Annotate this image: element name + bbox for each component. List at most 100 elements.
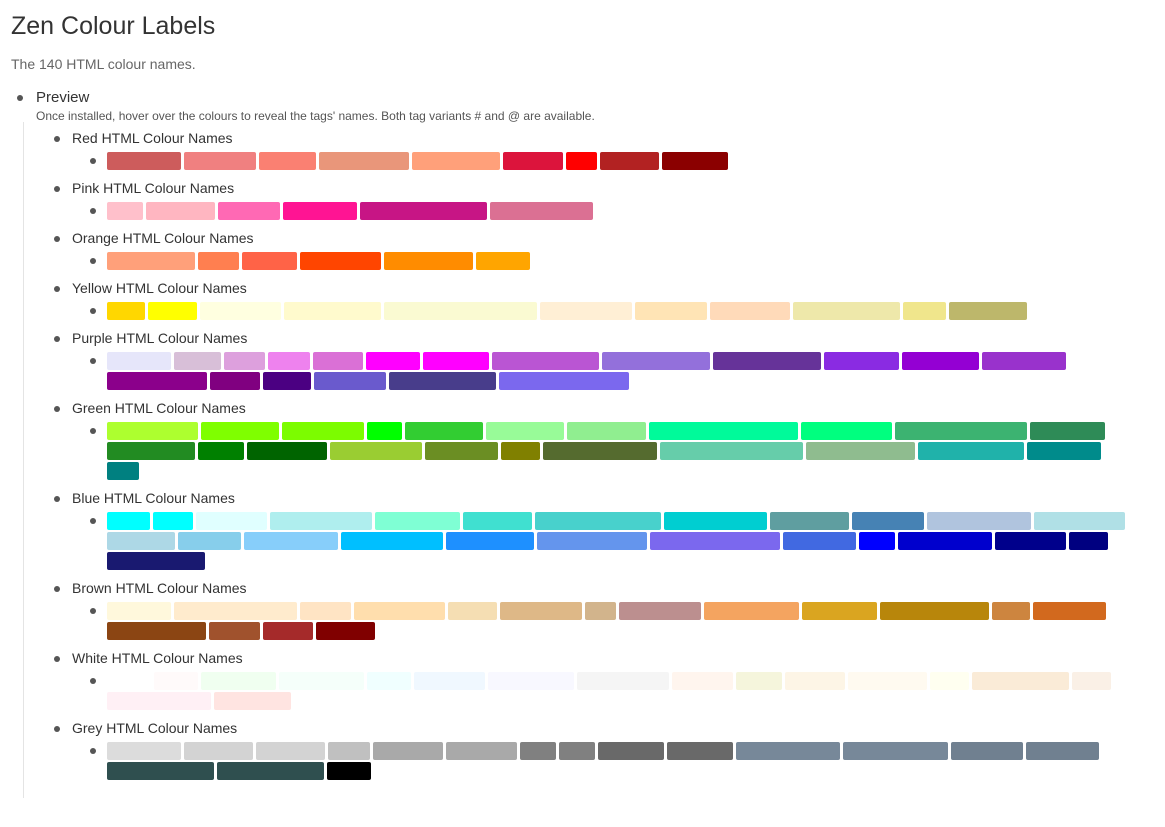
colour-tag[interactable] [373,742,443,760]
colour-tag[interactable] [903,302,946,320]
colour-tag[interactable] [107,302,145,320]
colour-tag[interactable] [672,672,733,690]
colour-tag[interactable] [859,532,895,550]
colour-tag[interactable] [107,762,214,780]
colour-tag[interactable] [425,442,498,460]
colour-tag[interactable] [540,302,632,320]
colour-tag[interactable] [649,422,798,440]
colour-tag[interactable] [793,302,900,320]
colour-tag[interactable] [463,512,532,530]
colour-tag[interactable] [492,352,599,370]
colour-tag[interactable] [824,352,899,370]
colour-tag[interactable] [801,422,892,440]
colour-tag[interactable] [242,252,297,270]
colour-tag[interactable] [107,532,175,550]
colour-tag[interactable] [704,602,799,620]
colour-tag[interactable] [535,512,661,530]
colour-tag[interactable] [895,422,1027,440]
colour-tag[interactable] [446,742,517,760]
colour-tag[interactable] [501,442,540,460]
colour-tag[interactable] [660,442,803,460]
colour-tag[interactable] [972,672,1069,690]
colour-tag[interactable] [214,692,291,710]
colour-tag[interactable] [263,622,313,640]
colour-tag[interactable] [1034,512,1125,530]
colour-tag[interactable] [268,352,310,370]
colour-tag[interactable] [107,462,139,480]
colour-tag[interactable] [476,252,530,270]
colour-tag[interactable] [843,742,948,760]
colour-tag[interactable] [107,252,195,270]
colour-tag[interactable] [153,512,193,530]
colour-tag[interactable] [384,252,473,270]
colour-tag[interactable] [284,302,381,320]
colour-tag[interactable] [313,352,363,370]
colour-tag[interactable] [736,742,840,760]
colour-tag[interactable] [1069,532,1108,550]
colour-tag[interactable] [930,672,969,690]
colour-tag[interactable] [107,442,195,460]
colour-tag[interactable] [902,352,979,370]
colour-tag[interactable] [951,742,1023,760]
colour-tag[interactable] [107,692,211,710]
colour-tag[interactable] [224,352,265,370]
colour-tag[interactable] [107,422,198,440]
colour-tag[interactable] [785,672,845,690]
colour-tag[interactable] [1072,672,1111,690]
colour-tag[interactable] [366,352,420,370]
colour-tag[interactable] [520,742,556,760]
colour-tag[interactable] [664,512,767,530]
colour-tag[interactable] [174,602,297,620]
colour-tag[interactable] [148,302,197,320]
colour-tag[interactable] [1027,442,1101,460]
colour-tag[interactable] [316,622,375,640]
colour-tag[interactable] [146,202,215,220]
colour-tag[interactable] [667,742,733,760]
colour-tag[interactable] [577,672,669,690]
colour-tag[interactable] [107,512,150,530]
colour-tag[interactable] [389,372,496,390]
colour-tag[interactable] [367,672,411,690]
colour-tag[interactable] [600,152,659,170]
colour-tag[interactable] [367,422,402,440]
colour-tag[interactable] [107,372,207,390]
colour-tag[interactable] [327,762,371,780]
colour-tag[interactable] [300,252,381,270]
colour-tag[interactable] [209,622,260,640]
colour-tag[interactable] [319,152,409,170]
colour-tag[interactable] [300,602,351,620]
colour-tag[interactable] [802,602,877,620]
colour-tag[interactable] [270,512,372,530]
colour-tag[interactable] [107,622,206,640]
colour-tag[interactable] [263,372,311,390]
colour-tag[interactable] [217,762,324,780]
colour-tag[interactable] [184,742,253,760]
colour-tag[interactable] [259,152,316,170]
colour-tag[interactable] [423,352,489,370]
colour-tag[interactable] [448,602,497,620]
colour-tag[interactable] [107,552,205,570]
colour-tag[interactable] [198,252,239,270]
colour-tag[interactable] [662,152,728,170]
colour-tag[interactable] [279,672,364,690]
colour-tag[interactable] [995,532,1066,550]
colour-tag[interactable] [486,422,564,440]
colour-tag[interactable] [567,422,646,440]
colour-tag[interactable] [196,512,267,530]
colour-tag[interactable] [314,372,386,390]
colour-tag[interactable] [713,352,821,370]
colour-tag[interactable] [880,602,989,620]
colour-tag[interactable] [488,672,574,690]
colour-tag[interactable] [405,422,483,440]
colour-tag[interactable] [1026,742,1099,760]
colour-tag[interactable] [328,742,370,760]
colour-tag[interactable] [375,512,460,530]
colour-tag[interactable] [585,602,616,620]
colour-tag[interactable] [992,602,1030,620]
colour-tag[interactable] [783,532,856,550]
colour-tag[interactable] [499,372,629,390]
colour-tag[interactable] [602,352,710,370]
colour-tag[interactable] [736,672,782,690]
colour-tag[interactable] [256,742,325,760]
colour-tag[interactable] [852,512,924,530]
